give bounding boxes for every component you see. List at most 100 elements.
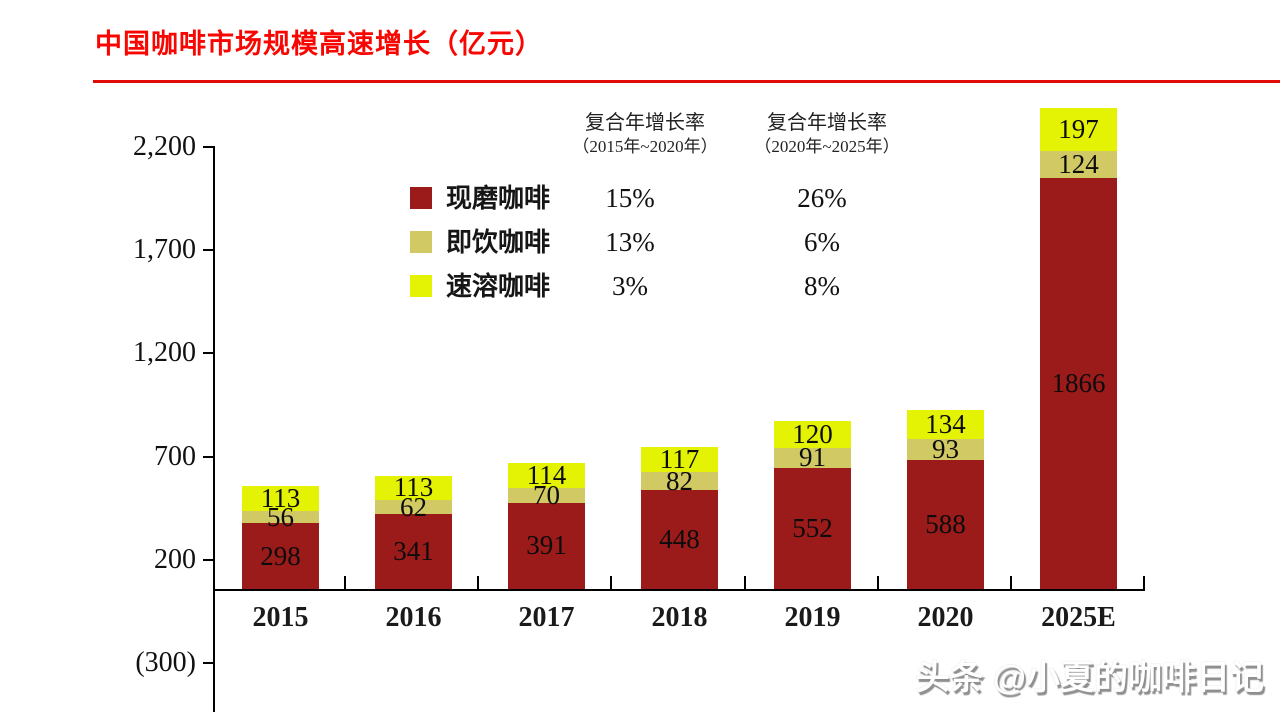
- y-tick-mark: [203, 352, 213, 355]
- bar-segment: 391: [508, 502, 585, 589]
- category-tick-mark: [744, 576, 746, 589]
- cagr-header-2015-2020: 复合年增长率 （2015年~2020年）: [530, 112, 760, 158]
- legend-row: 即饮咖啡 13% 6%: [410, 227, 980, 259]
- category-tick-mark: [877, 576, 879, 589]
- x-axis-label: 2018: [651, 602, 708, 633]
- cagr-header-2020-2025: 复合年增长率 （2020年~2025年）: [712, 112, 942, 158]
- x-axis-label: 2019: [784, 602, 841, 633]
- bar-column-2017: 114 70 391: [480, 100, 613, 589]
- bar-value-label: 134: [925, 408, 966, 439]
- bar-value-label: 82: [666, 465, 693, 496]
- legend-label: 现磨咖啡: [446, 183, 551, 213]
- cagr-value-2020-2025: 8%: [804, 271, 840, 301]
- bar-segment: 341: [375, 513, 452, 589]
- bar-value-label: 124: [1058, 149, 1099, 180]
- bar-column-2018: 117 82 448: [613, 100, 746, 589]
- bar-segment: 70: [508, 481, 585, 508]
- bar-segment: 113: [375, 474, 452, 501]
- bar-segment: 113: [242, 483, 319, 514]
- bar-segment: 1866: [1040, 178, 1117, 589]
- x-axis-label: 2025E: [1041, 602, 1116, 633]
- legend-label: 即饮咖啡: [446, 227, 551, 257]
- y-axis-line: [213, 146, 215, 712]
- cagr-value-2020-2025: 26%: [797, 183, 847, 213]
- category-tick-mark: [1010, 576, 1012, 589]
- bar-value-label: 1866: [1051, 368, 1106, 399]
- bar-column-2020: 134 93 588: [879, 100, 1012, 589]
- y-tick-mark: [203, 662, 213, 664]
- x-axis-label: 2017: [518, 602, 575, 633]
- y-tick-label: 1,700: [133, 234, 196, 266]
- bar-value-label: 197: [1058, 114, 1099, 145]
- bar-segment: 588: [907, 459, 984, 589]
- category-tick-mark: [1143, 576, 1145, 589]
- cagr-header-line1: 复合年增长率: [585, 112, 705, 134]
- y-tick-label: 1,200: [133, 337, 196, 369]
- legend-swatch: [410, 231, 432, 253]
- y-tick-mark: [203, 455, 213, 458]
- cagr-value-2020-2025: 6%: [804, 227, 840, 257]
- cagr-header-line2: （2015年~2020年）: [572, 137, 718, 156]
- bar-value-label: 341: [393, 535, 434, 566]
- bar-segment: 93: [907, 435, 984, 462]
- x-axis-label: 2015: [252, 602, 309, 633]
- bar-segment: 62: [375, 493, 452, 520]
- bar-value-label: 588: [925, 508, 966, 539]
- bar-column-2016: 113 62 341: [347, 100, 480, 589]
- bar-column-2015: 113 56 298: [214, 100, 347, 589]
- bar-value-label: 93: [932, 433, 959, 464]
- y-tick-mark: [203, 558, 213, 561]
- cagr-header-line2: （2020年~2025年）: [754, 137, 900, 156]
- bar-segment: 117: [641, 444, 718, 475]
- x-axis-label: 2016: [385, 602, 442, 633]
- category-tick-mark: [610, 576, 612, 589]
- y-tick-label: 200: [154, 543, 196, 575]
- bar-value-label: 114: [526, 459, 567, 490]
- x-axis-label: 2020: [917, 602, 974, 633]
- x-axis-labels: 2015 2016 2017 2018 2019 2020 2025E: [214, 602, 1145, 634]
- bars-region: 113 56 298 113 62 341 114 70 391 117 82 448 120 91 552…: [214, 100, 1145, 589]
- bar-segment: 82: [641, 467, 718, 494]
- bar-value-label: 448: [659, 524, 700, 555]
- bar-segment: 197: [1040, 107, 1117, 152]
- y-tick-mark: [203, 249, 213, 252]
- bar-segment: 114: [508, 459, 585, 490]
- bar-value-label: 113: [260, 483, 301, 514]
- bar-value-label: 117: [659, 444, 700, 475]
- cagr-value-2015-2020: 3%: [612, 271, 648, 301]
- bar-value-label: 91: [799, 442, 826, 473]
- bar-segment: 448: [641, 490, 718, 589]
- category-tick-mark: [344, 576, 346, 589]
- category-tick-mark: [477, 576, 479, 589]
- y-tick-mark: [203, 146, 213, 148]
- title-underline-rule: [93, 80, 1280, 83]
- bar-value-label: 70: [533, 479, 560, 510]
- bar-value-label: 552: [792, 512, 833, 543]
- bar-column-2025E: 197 124 1866: [1012, 100, 1145, 589]
- y-tick-label: 2,200: [133, 131, 196, 162]
- legend-label: 速溶咖啡: [446, 271, 551, 301]
- legend-swatch: [410, 275, 432, 297]
- bar-segment: 91: [774, 444, 851, 471]
- bar-segment: 124: [1040, 149, 1117, 180]
- legend-row: 现磨咖啡 15% 26%: [410, 183, 980, 215]
- bar-column-2019: 120 91 552: [746, 100, 879, 589]
- watermark: 头条 @小夏的咖啡日记: [915, 659, 1264, 697]
- bar-value-label: 298: [260, 540, 301, 571]
- bar-segment: 552: [774, 467, 851, 589]
- y-tick-label: 700: [154, 440, 196, 472]
- bar-value-label: 120: [792, 418, 833, 449]
- cagr-value-2015-2020: 15%: [605, 183, 655, 213]
- bar-segment: 56: [242, 503, 319, 530]
- chart-title: 中国咖啡市场规模高速增长（亿元）: [95, 29, 543, 59]
- bar-value-label: 62: [400, 491, 427, 522]
- cagr-value-2015-2020: 13%: [605, 227, 655, 257]
- legend-row: 速溶咖啡 3% 8%: [410, 271, 980, 303]
- y-tick-label: (300): [135, 647, 196, 678]
- bar-value-label: 391: [526, 530, 567, 561]
- bar-segment: 298: [242, 523, 319, 589]
- x-axis-baseline: [213, 589, 1145, 591]
- bar-segment: 134: [907, 408, 984, 440]
- bar-segment: 120: [774, 418, 851, 449]
